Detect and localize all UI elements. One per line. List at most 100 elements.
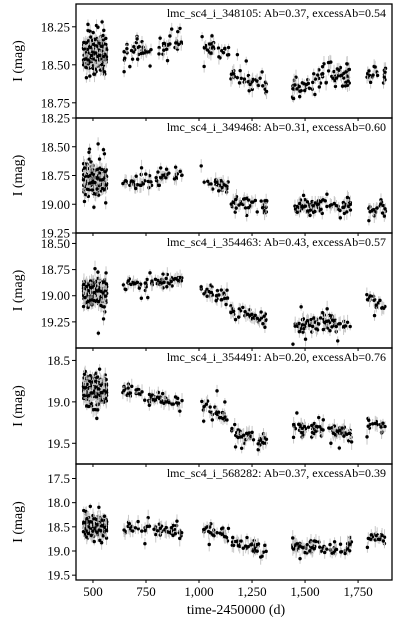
- data-point: [319, 434, 324, 438]
- data-point: [345, 210, 349, 214]
- data-point: [104, 294, 108, 298]
- data-point: [82, 166, 87, 170]
- data-point: [123, 56, 127, 60]
- panel-3: 18.50 18.75 19.00 19.25 lmc_sc4_i_354463: Ab…: [11, 232, 393, 351]
- data-point: [175, 41, 179, 45]
- data-point: [101, 534, 105, 538]
- data-point: [215, 389, 219, 393]
- data-point: [379, 198, 383, 202]
- data-point: [130, 57, 135, 61]
- data-point: [301, 193, 306, 198]
- data-point: [133, 186, 138, 191]
- data-point: [99, 303, 103, 308]
- data-point: [261, 84, 265, 88]
- data-point: [331, 431, 336, 435]
- data-point: [222, 183, 226, 187]
- data-point: [96, 167, 100, 171]
- data-point: [312, 421, 316, 426]
- data-point: [99, 167, 104, 172]
- data-point: [297, 422, 301, 427]
- data-point: [147, 185, 151, 190]
- data-point: [95, 54, 100, 59]
- data-point: [87, 147, 92, 151]
- data-point: [96, 387, 101, 391]
- data-point: [164, 47, 169, 51]
- data-point: [214, 299, 218, 303]
- data-point: [256, 442, 260, 446]
- data-point: [208, 42, 213, 46]
- data-point: [99, 44, 103, 48]
- data-point: [235, 52, 240, 57]
- data-point: [140, 529, 144, 533]
- data-point: [314, 327, 319, 331]
- data-point: [126, 279, 131, 283]
- data-point: [96, 193, 101, 197]
- data-point: [302, 327, 306, 331]
- data-point: [162, 48, 166, 52]
- data-point: [104, 183, 109, 187]
- data-point: [145, 277, 149, 282]
- data-point: [305, 209, 310, 213]
- data-point: [255, 210, 259, 214]
- data-point: [259, 199, 263, 203]
- data-point: [86, 174, 91, 179]
- data-point: [232, 72, 236, 76]
- data-point: [202, 180, 206, 184]
- data-point: [329, 441, 333, 445]
- data-point: [122, 50, 126, 54]
- data-point: [173, 276, 177, 281]
- data-point: [173, 395, 178, 399]
- data-point: [305, 319, 310, 323]
- data-point: [97, 505, 101, 510]
- data-point: [223, 46, 227, 50]
- data-point: [338, 65, 343, 70]
- data-point: [250, 87, 254, 92]
- data-point: [312, 316, 316, 320]
- data-point: [233, 445, 238, 449]
- data-point: [149, 47, 153, 52]
- data-point: [337, 446, 342, 450]
- data-point: [208, 290, 213, 295]
- data-point: [93, 192, 98, 196]
- data-point: [82, 282, 86, 287]
- data-point: [202, 64, 206, 69]
- data-point: [100, 178, 105, 182]
- data-point: [264, 437, 269, 442]
- panel-2: 18.25 18.50 18.75 19.00 19.25 lmc_sc4_i_34946…: [11, 111, 393, 241]
- y-tick-label: 18.75: [41, 168, 70, 183]
- data-point: [372, 313, 377, 318]
- data-point: [92, 205, 96, 209]
- panel-1: 18.25 18.50 18.75 lmc_sc4_i_348105: Ab=0.37…: [11, 3, 393, 121]
- data-point: [86, 531, 91, 536]
- data-point: [345, 320, 350, 324]
- data-point: [225, 288, 229, 292]
- data-point: [99, 541, 104, 545]
- data-points: [81, 260, 387, 347]
- data-point: [366, 424, 370, 428]
- data-point: [161, 41, 166, 46]
- data-point: [208, 409, 212, 414]
- y-tick-label: 19.00: [41, 197, 70, 212]
- data-point: [206, 179, 210, 183]
- data-point: [256, 83, 261, 88]
- data-point: [305, 200, 310, 204]
- data-point: [96, 331, 101, 335]
- data-point: [225, 418, 229, 422]
- data-point: [145, 50, 150, 54]
- data-point: [93, 407, 97, 412]
- data-point: [367, 69, 371, 73]
- data-point: [224, 302, 228, 307]
- data-point: [154, 175, 158, 180]
- data-point: [83, 386, 87, 390]
- data-point: [334, 324, 338, 329]
- data-point: [158, 166, 163, 170]
- data-point: [319, 207, 323, 212]
- data-point: [313, 209, 317, 214]
- data-point: [85, 535, 89, 539]
- data-point: [247, 89, 251, 93]
- data-point: [167, 171, 171, 175]
- data-point: [210, 34, 214, 38]
- data-point: [81, 529, 86, 534]
- data-point: [250, 430, 254, 435]
- data-point: [345, 62, 349, 66]
